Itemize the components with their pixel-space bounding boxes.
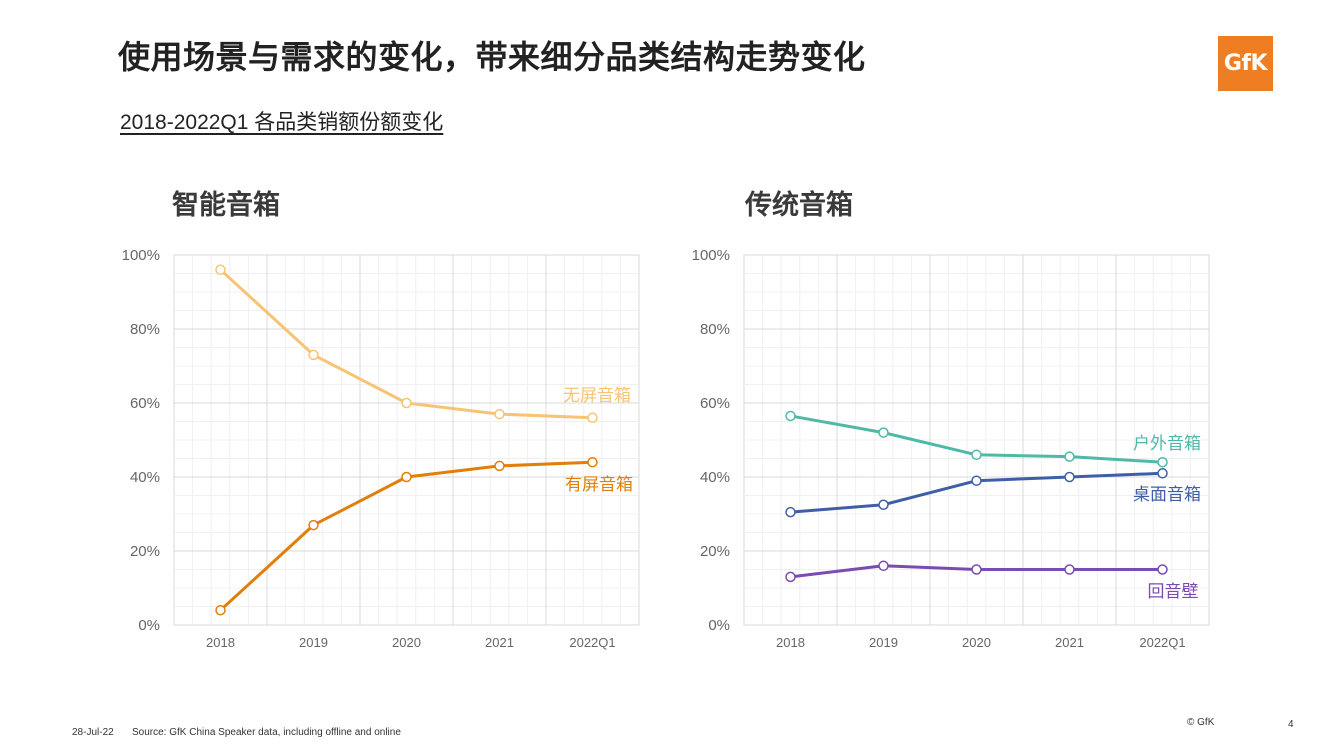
chart-traditional-data-point (878, 560, 889, 572)
chart-smart-series-label: 有屏音箱 (565, 475, 633, 495)
chart-traditional-data-point (971, 564, 982, 575)
chart-traditional-x-tick-label: 2020 (962, 635, 991, 650)
chart-smart-y-tick-label: 0% (138, 617, 160, 634)
footer-source: Source: GfK China Speaker data, includin… (132, 727, 401, 738)
chart-traditional-y-tick-label: 0% (708, 617, 730, 634)
chart-traditional-data-point (971, 475, 982, 486)
chart-smart-y-tick-label: 40% (130, 469, 160, 486)
page-number: 4 (1288, 719, 1294, 730)
chart-traditional-data-point (878, 427, 889, 438)
chart-smart-y-tick-label: 20% (130, 543, 160, 560)
chart-traditional-data-point (878, 499, 889, 510)
chart-traditional-y-tick-label: 40% (700, 469, 730, 486)
chart-traditional-data-point (1157, 456, 1168, 468)
chart-traditional-x-tick-label: 2021 (1055, 635, 1084, 650)
chart-smart-data-point (215, 604, 226, 616)
footer-copyright: © GfK (1187, 717, 1215, 728)
chart-traditional-series-label: 桌面音箱 (1133, 485, 1201, 505)
chart-traditional-y-tick-label: 80% (700, 321, 730, 338)
chart-traditional-data-point (1064, 564, 1075, 575)
chart-traditional-y-tick-label: 60% (700, 395, 730, 412)
chart-traditional-data-point (1157, 468, 1168, 479)
chart-smart-data-point (587, 456, 598, 468)
chart-smart-y-tick-label: 60% (130, 395, 160, 412)
chart-smart-data-point (401, 471, 412, 483)
chart-traditional-data-point (785, 410, 796, 422)
footer-date: 28-Jul-22 (72, 727, 114, 738)
chart-smart-data-point (308, 349, 319, 361)
chart-smart-x-tick-label: 2019 (299, 635, 328, 650)
chart-traditional-data-point (785, 571, 796, 583)
chart-traditional-x-tick-label: 2019 (869, 635, 898, 650)
chart-title-smart-speaker: 智能音箱 (172, 190, 280, 220)
chart-smart-data-point (215, 264, 226, 276)
chart-traditional-series-label: 回音壁 (1148, 582, 1199, 602)
chart-traditional-data-point (1157, 564, 1168, 575)
chart-traditional-data-point (1064, 471, 1075, 483)
chart-smart-data-point (308, 519, 319, 531)
chart-traditional-data-point (1064, 451, 1075, 462)
chart-title-traditional-speaker: 传统音箱 (745, 190, 853, 220)
chart-traditional-x-tick-label: 2022Q1 (1139, 635, 1185, 650)
chart-traditional-data-point (785, 506, 796, 518)
chart-smart-data-point (494, 408, 505, 420)
chart-smart-data-point (587, 412, 598, 424)
chart-traditional-y-tick-label: 100% (692, 247, 730, 264)
chart-smart-series-label: 无屏音箱 (563, 386, 631, 406)
chart-smart-x-tick-label: 2022Q1 (569, 635, 615, 650)
chart-smart-x-tick-label: 2021 (485, 635, 514, 650)
chart-smart-x-tick-label: 2018 (206, 635, 235, 650)
chart-traditional-data-point (971, 449, 982, 461)
chart-smart-data-point (401, 397, 412, 409)
chart-smart-x-tick-label: 2020 (392, 635, 421, 650)
page-title: 使用场景与需求的变化，带来细分品类结构走势变化 (118, 39, 866, 75)
chart-smart-y-tick-label: 100% (122, 247, 160, 264)
chart-traditional-x-tick-label: 2018 (776, 635, 805, 650)
chart-smart-data-point (494, 460, 505, 472)
chart-traditional-series-label: 户外音箱 (1133, 434, 1201, 454)
gfk-logo: GfK (1218, 36, 1273, 91)
chart-traditional-y-tick-label: 20% (700, 543, 730, 560)
page-subtitle: 2018-2022Q1 各品类销额份额变化 (120, 111, 444, 134)
chart-smart-y-tick-label: 80% (130, 321, 160, 338)
